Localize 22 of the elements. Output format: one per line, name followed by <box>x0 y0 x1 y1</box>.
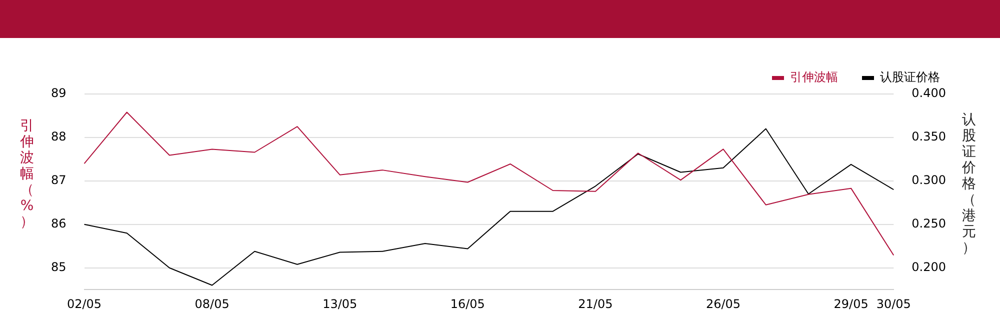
y2-tick-label: 0.200 <box>912 260 946 274</box>
x-tick-label: 02/05 <box>66 296 102 311</box>
y-tick-label: 86 <box>50 216 66 231</box>
text: 认股证价格（港元） <box>962 112 976 256</box>
x-tick-label: 21/05 <box>578 296 613 311</box>
legend-label: 认股证价格 <box>880 70 940 84</box>
x-tick-label: 13/05 <box>322 296 358 311</box>
x-tick-label: 26/05 <box>706 296 741 311</box>
x-tick-label: 08/05 <box>194 296 230 311</box>
y-tick-label: 89 <box>50 86 66 100</box>
y-axis-title: 引伸波幅（%） <box>19 118 35 230</box>
legend-label: 引伸波幅 <box>790 70 838 84</box>
x-tick-label: 29/05 <box>834 296 868 311</box>
x-tick-label: 30/05 <box>876 296 911 311</box>
y2-tick-label: 0.250 <box>912 216 946 231</box>
y2-tick-label: 0.350 <box>912 130 946 144</box>
y-tick-label: 85 <box>50 260 66 274</box>
y2-tick-label: 0.300 <box>912 173 946 188</box>
y-tick-label: 88 <box>50 130 66 144</box>
y2-tick-label: 0.400 <box>912 86 946 100</box>
y-tick-label: 87 <box>50 173 66 188</box>
x-tick-label: 16/05 <box>450 296 485 311</box>
